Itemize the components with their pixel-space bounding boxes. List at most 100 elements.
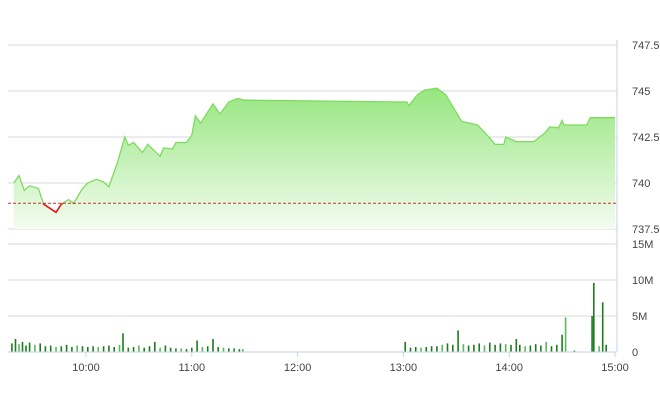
volume-bar bbox=[21, 341, 24, 352]
volume-tick-label: 5M bbox=[632, 311, 647, 323]
volume-bar bbox=[524, 346, 526, 352]
volume-bar bbox=[494, 344, 496, 352]
volume-tick-label: 15M bbox=[632, 239, 653, 251]
volume-bar bbox=[409, 347, 412, 352]
volume-bar bbox=[489, 342, 491, 352]
volume-bar bbox=[185, 349, 188, 352]
volume-bar bbox=[159, 347, 161, 352]
volume-bar bbox=[180, 348, 182, 352]
price-axis-labels: 737.5 740 742.5 745 747.5 bbox=[632, 40, 660, 236]
volume-bar bbox=[55, 347, 57, 352]
volume-bar bbox=[113, 347, 115, 352]
volume-bar bbox=[175, 348, 177, 352]
volume-bar bbox=[233, 348, 235, 352]
volume-bar bbox=[550, 346, 553, 352]
volume-bar bbox=[191, 347, 193, 352]
volume-bar bbox=[561, 334, 563, 352]
volume-bar bbox=[206, 346, 209, 352]
volume-bar bbox=[49, 345, 52, 352]
price-tick-label: 737.5 bbox=[632, 224, 660, 236]
volume-bar bbox=[34, 344, 36, 352]
volume-bar bbox=[81, 346, 84, 352]
volume-bar bbox=[25, 345, 27, 352]
volume-bar bbox=[65, 344, 68, 352]
volume-bar bbox=[573, 350, 576, 352]
volume-bar bbox=[60, 346, 63, 352]
volume-bar bbox=[154, 341, 156, 352]
volume-bar bbox=[452, 344, 454, 352]
volume-bar bbox=[425, 347, 428, 352]
volume-bar bbox=[164, 345, 167, 352]
volume-bar bbox=[201, 347, 204, 352]
volume-bar bbox=[222, 347, 225, 352]
price-tick-label: 747.5 bbox=[632, 40, 660, 52]
volume-bar bbox=[519, 344, 521, 352]
volume-bar bbox=[97, 347, 100, 352]
volume-bar bbox=[473, 344, 475, 352]
volume-bar bbox=[462, 344, 465, 352]
price-tick-label: 740 bbox=[632, 178, 650, 190]
volume-bar bbox=[446, 343, 449, 352]
time-tick-label: 13:00 bbox=[390, 362, 418, 374]
volume-bar bbox=[39, 343, 41, 352]
volume-bar bbox=[593, 282, 595, 352]
volume-bar bbox=[529, 345, 532, 352]
volume-bar bbox=[44, 346, 47, 352]
price-line bbox=[13, 87, 615, 214]
volume-bar bbox=[148, 346, 151, 352]
volume-bar bbox=[14, 339, 17, 352]
volume-bar bbox=[483, 345, 486, 352]
volume-bar bbox=[102, 346, 105, 352]
volume-bar bbox=[499, 343, 502, 352]
volume-bar bbox=[212, 339, 214, 352]
volume-bar bbox=[556, 344, 558, 352]
volume-bar bbox=[92, 346, 94, 352]
volume-bar bbox=[404, 341, 406, 352]
volume-bar bbox=[169, 347, 172, 352]
volume-bar bbox=[143, 347, 145, 352]
volume-bar bbox=[478, 343, 480, 352]
volume-bar bbox=[196, 340, 198, 352]
volume-bar bbox=[414, 347, 417, 352]
volume-bar bbox=[122, 333, 124, 352]
volume-bars bbox=[11, 282, 607, 352]
volume-bar bbox=[591, 316, 593, 352]
time-axis-ticks bbox=[85, 352, 616, 357]
volume-bar bbox=[545, 341, 547, 352]
volume-bar bbox=[76, 345, 78, 352]
volume-bar bbox=[242, 349, 244, 352]
volume-bar bbox=[510, 344, 512, 352]
volume-bar bbox=[138, 345, 140, 352]
volume-bar bbox=[238, 349, 241, 352]
volume-bar bbox=[467, 345, 470, 352]
volume-bar bbox=[534, 344, 537, 352]
volume-bar bbox=[118, 344, 121, 352]
volume-bar bbox=[598, 346, 600, 352]
volume-bar bbox=[540, 345, 542, 352]
volume-bar bbox=[430, 346, 433, 352]
volume-gridlines bbox=[8, 243, 617, 353]
time-tick-label: 15:00 bbox=[601, 362, 629, 374]
time-axis-labels: 10:00 11:00 12:00 13:00 14:00 15:00 bbox=[72, 362, 629, 374]
price-tick-label: 745 bbox=[632, 86, 650, 98]
time-tick-label: 11:00 bbox=[178, 362, 205, 374]
volume-tick-label: 10M bbox=[632, 275, 653, 287]
volume-bar bbox=[217, 347, 219, 352]
volume-bar bbox=[132, 347, 135, 352]
time-tick-label: 10:00 bbox=[72, 362, 100, 374]
volume-bar bbox=[108, 345, 110, 352]
price-tick-label: 742.5 bbox=[632, 132, 660, 144]
volume-bar bbox=[564, 317, 567, 352]
volume-bar bbox=[28, 342, 31, 352]
price-area-fill bbox=[13, 88, 615, 229]
volume-bar bbox=[601, 302, 604, 352]
volume-bar bbox=[127, 347, 130, 352]
volume-bar bbox=[87, 347, 89, 352]
volume-bar bbox=[71, 347, 73, 352]
volume-tick-label: 0 bbox=[632, 347, 638, 359]
volume-bar bbox=[515, 339, 518, 352]
time-tick-label: 12:00 bbox=[284, 362, 312, 374]
volume-bar bbox=[11, 343, 13, 352]
volume-bar bbox=[605, 344, 607, 352]
